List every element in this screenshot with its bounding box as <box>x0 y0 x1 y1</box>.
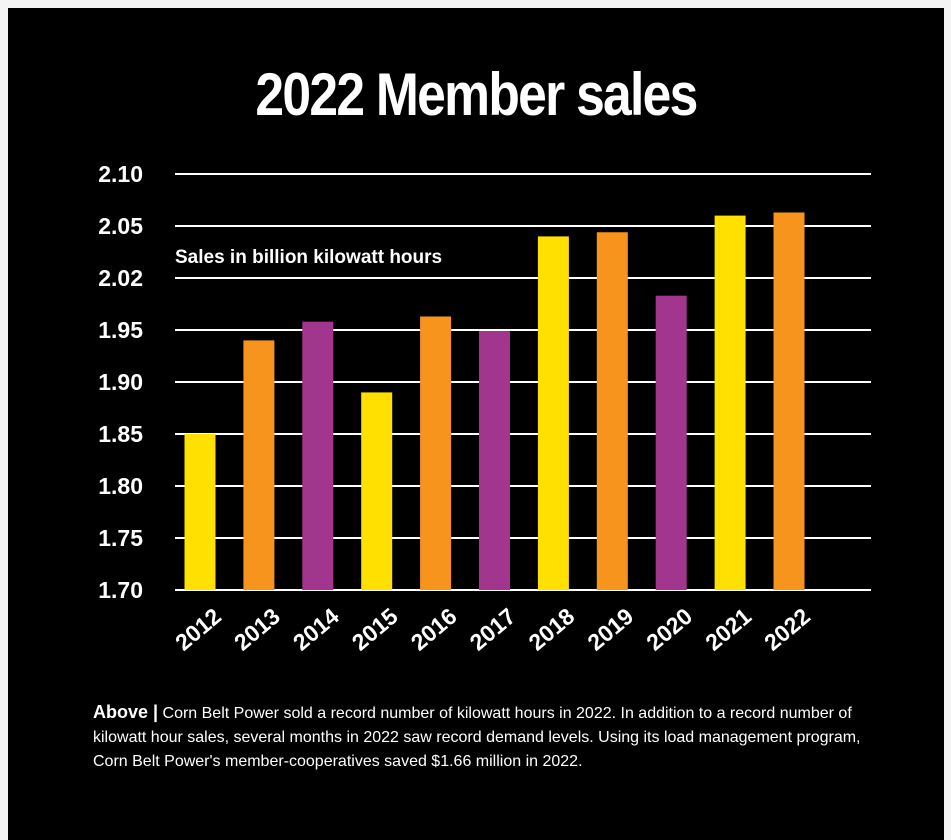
y-tick-label: 1.75 <box>98 525 143 551</box>
bar-chart: 2.10 2.05 2.02 1.95 1.90 1.85 1.80 1.75 1.70 Sal… <box>98 161 871 656</box>
bar-2016 <box>420 316 452 590</box>
x-tick-label: 2019 <box>582 603 638 656</box>
x-tick-label: 2012 <box>170 603 226 656</box>
bar-2012 <box>184 434 216 590</box>
y-tick-label: 2.10 <box>98 161 143 187</box>
y-tick-label: 1.85 <box>98 421 143 447</box>
bar-2018 <box>537 236 569 590</box>
bar-2013 <box>243 340 275 590</box>
bar-2021 <box>714 215 746 590</box>
x-tick-label: 2020 <box>641 603 697 656</box>
caption: Above | Corn Belt Power sold a record nu… <box>93 700 863 774</box>
bar-2020 <box>655 295 687 590</box>
bar-2015 <box>361 392 393 590</box>
y-tick-label: 1.90 <box>98 369 143 395</box>
y-tick-label: 1.95 <box>98 317 143 343</box>
x-axis-ticks: 2012 2013 2014 2015 2016 2017 2018 2019 2020 2021… <box>170 603 815 656</box>
y-tick-label: 1.70 <box>98 577 143 603</box>
bar-2014 <box>302 321 334 590</box>
x-tick-label: 2021 <box>700 603 756 656</box>
x-tick-label: 2018 <box>523 603 579 656</box>
y-tick-label: 1.80 <box>98 473 143 499</box>
x-tick-label: 2014 <box>288 603 344 656</box>
y-tick-label: 2.02 <box>98 265 143 291</box>
bar-2019 <box>596 232 628 591</box>
x-tick-label: 2017 <box>465 603 521 656</box>
caption-text: Corn Belt Power sold a record number of … <box>93 705 861 770</box>
bar-2022 <box>773 212 805 591</box>
x-tick-label: 2022 <box>759 603 815 656</box>
y-axis-ticks: 2.10 2.05 2.02 1.95 1.90 1.85 1.80 1.75 1.70 <box>98 161 143 603</box>
gridlines <box>175 173 871 591</box>
x-tick-label: 2016 <box>406 603 462 656</box>
x-tick-label: 2013 <box>229 603 285 656</box>
y-axis-label: Sales in billion kilowatt hours <box>175 247 442 268</box>
y-tick-label: 2.05 <box>98 213 143 239</box>
x-tick-label: 2015 <box>347 603 403 656</box>
caption-lead: Above | <box>93 702 159 722</box>
chart-panel: 2022 Member sales 2.10 2.05 2.02 1.95 1.90 1.… <box>8 8 944 840</box>
chart-title: 2022 Member sales <box>255 61 698 128</box>
bar-2017 <box>479 331 510 590</box>
bars <box>184 212 805 591</box>
